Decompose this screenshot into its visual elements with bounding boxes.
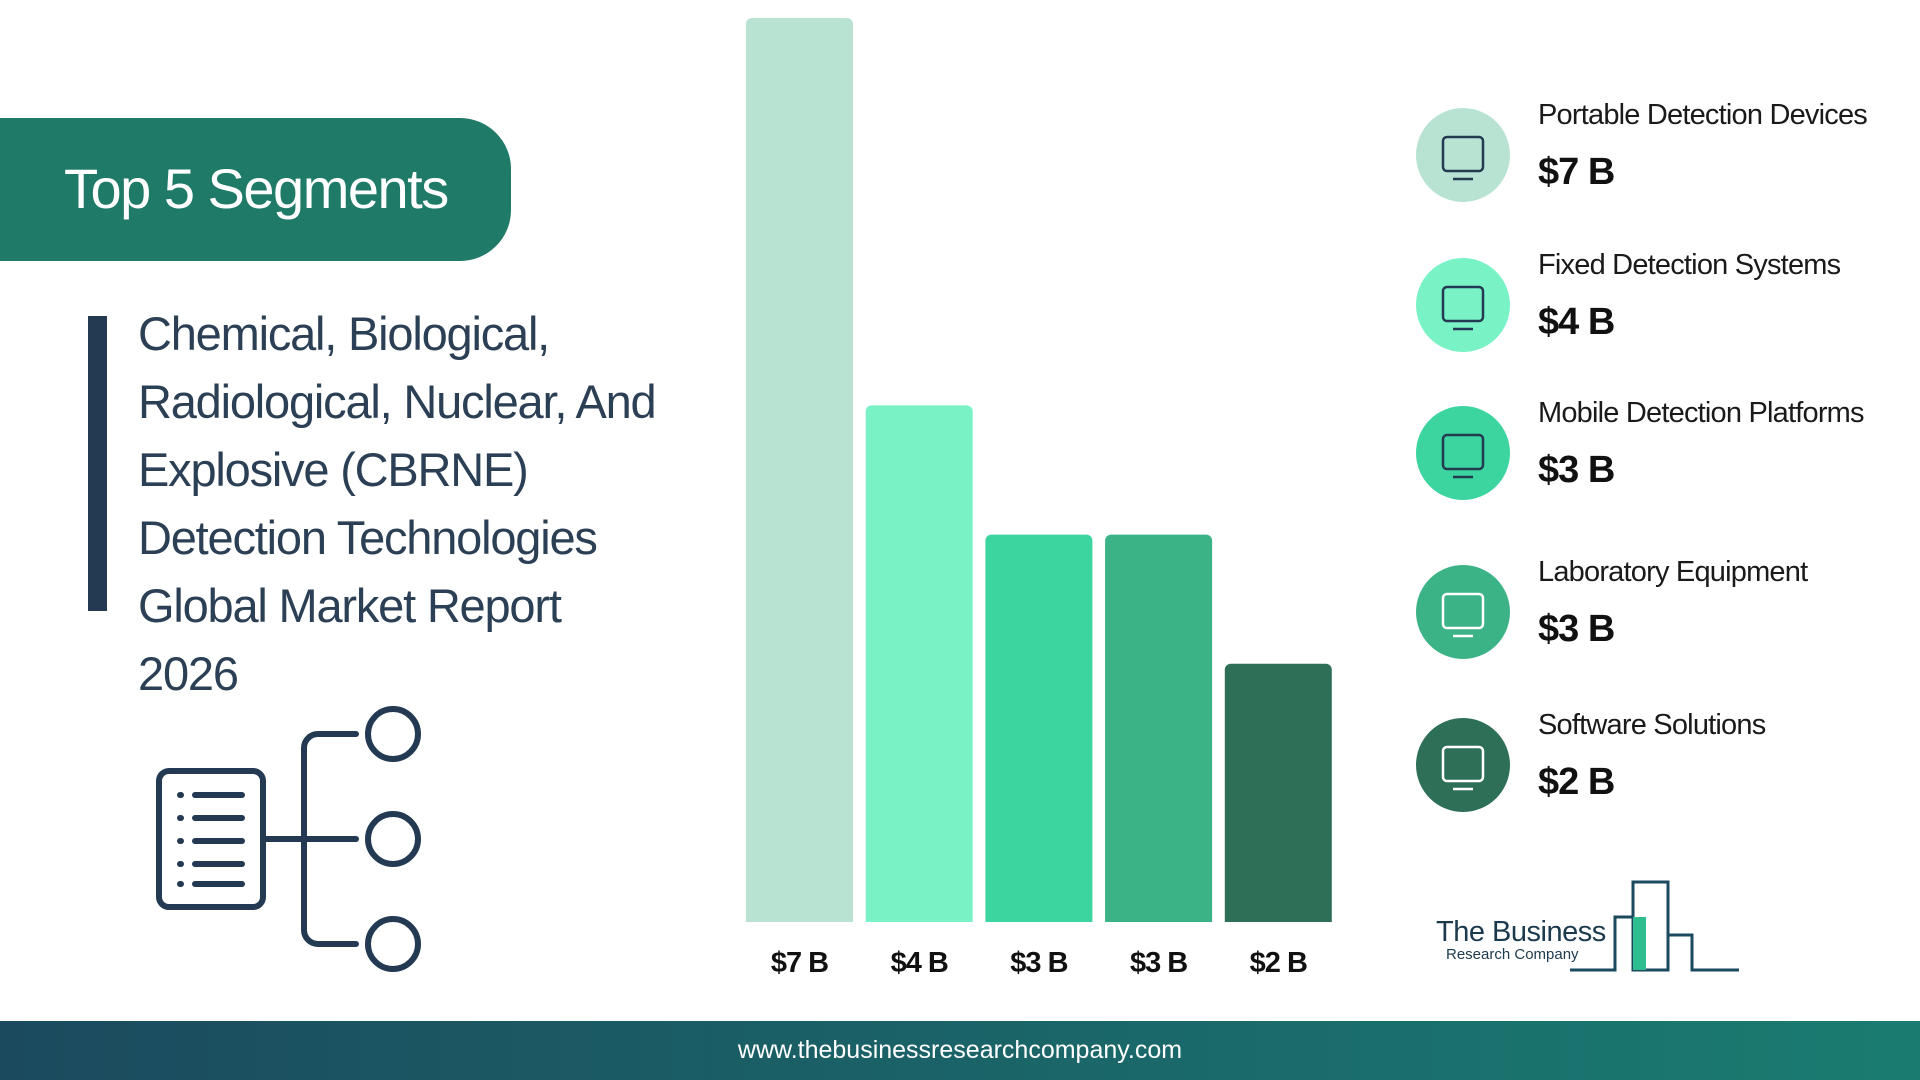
title-banner bbox=[0, 118, 511, 261]
report-title-line: Explosive (CBRNE) bbox=[138, 443, 529, 496]
legend-icon bbox=[1441, 592, 1485, 630]
legend-marker bbox=[1416, 108, 1510, 202]
footer-url: www.thebusinessresearchcompany.com bbox=[737, 1036, 1183, 1064]
legend-value: $3 B bbox=[1538, 608, 1615, 650]
report-title-line: Chemical, Biological, bbox=[138, 307, 550, 360]
legend-label: Fixed Detection Systems bbox=[1538, 249, 1841, 281]
bar-value-label: $4 B bbox=[891, 947, 948, 979]
bar bbox=[746, 18, 853, 922]
legend-icon bbox=[1441, 745, 1485, 783]
bar bbox=[985, 534, 1093, 922]
report-title-line: Radiological, Nuclear, And bbox=[138, 375, 657, 428]
bar bbox=[1224, 663, 1332, 922]
legend-marker bbox=[1416, 406, 1510, 500]
report-title-line: Detection Technologies bbox=[138, 511, 598, 564]
footer-band bbox=[0, 1021, 1920, 1080]
legend-label: Laboratory Equipment bbox=[1538, 556, 1808, 588]
logo-name: The Business bbox=[1436, 916, 1606, 948]
bar-value-label: $7 B bbox=[771, 947, 828, 979]
legend-value: $7 B bbox=[1538, 151, 1615, 193]
segments-icon bbox=[156, 706, 421, 972]
legend-icon bbox=[1441, 135, 1485, 173]
report-title-line: Global Market Report bbox=[138, 579, 562, 632]
report-title-line: 2026 bbox=[138, 647, 239, 700]
chart-title: Top 5 Segments bbox=[64, 157, 449, 220]
bar bbox=[865, 405, 973, 922]
accent-bar bbox=[88, 316, 107, 611]
legend-marker bbox=[1416, 718, 1510, 812]
bar-value-label: $3 B bbox=[1130, 947, 1187, 979]
bar-value-label: $3 B bbox=[1010, 947, 1067, 979]
legend-label: Portable Detection Devices bbox=[1538, 99, 1868, 131]
legend-value: $2 B bbox=[1538, 761, 1615, 803]
legend-value: $3 B bbox=[1538, 449, 1615, 491]
legend-marker bbox=[1416, 258, 1510, 352]
legend-icon bbox=[1441, 433, 1485, 471]
report-title: Chemical, Biological, Radiological, Nucle… bbox=[138, 300, 657, 708]
legend-label: Mobile Detection Platforms bbox=[1538, 397, 1865, 429]
legend-marker bbox=[1416, 565, 1510, 659]
legend-label: Software Solutions bbox=[1538, 709, 1766, 741]
legend-icon bbox=[1441, 285, 1485, 323]
legend-value: $4 B bbox=[1538, 301, 1615, 343]
bar bbox=[1105, 534, 1213, 922]
logo-mark bbox=[1570, 880, 1739, 972]
logo-subname: Research Company bbox=[1446, 946, 1579, 963]
bar-value-label: $2 B bbox=[1250, 947, 1307, 979]
